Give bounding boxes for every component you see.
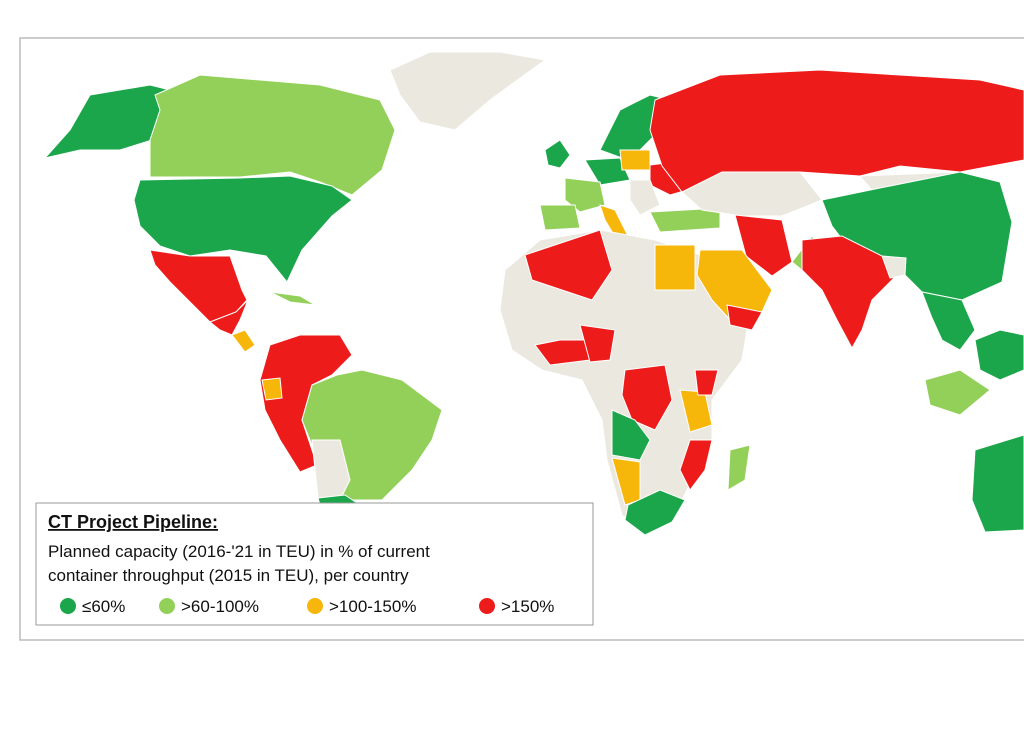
country xyxy=(801,235,903,350)
country xyxy=(579,324,616,363)
legend-swatch xyxy=(159,598,175,614)
country xyxy=(649,207,721,233)
country xyxy=(261,377,283,401)
country xyxy=(734,214,793,277)
country xyxy=(539,204,581,231)
country xyxy=(921,291,976,351)
legend-description: container throughput (2015 in TEU), per … xyxy=(48,566,409,585)
country xyxy=(524,229,613,301)
country xyxy=(621,364,673,431)
country xyxy=(694,369,719,396)
country xyxy=(974,329,1024,381)
country xyxy=(649,69,1024,203)
land xyxy=(43,51,1024,536)
country xyxy=(619,149,651,171)
country xyxy=(311,439,351,501)
country xyxy=(881,255,907,279)
country xyxy=(209,299,249,336)
country xyxy=(231,329,256,353)
country xyxy=(924,369,991,416)
legend-swatch xyxy=(307,598,323,614)
legend-swatch xyxy=(479,598,495,614)
country xyxy=(624,489,686,536)
country xyxy=(679,439,713,491)
country xyxy=(611,409,651,461)
country xyxy=(269,291,316,306)
country xyxy=(564,177,606,213)
country xyxy=(726,304,763,331)
country xyxy=(149,74,396,196)
legend-label: >100-150% xyxy=(329,597,416,616)
legend-label: >150% xyxy=(501,597,554,616)
legend-description: Planned capacity (2016-'21 in TEU) in % … xyxy=(48,542,430,561)
legend: CT Project Pipeline: Planned capacity (2… xyxy=(35,502,594,626)
legend-label: ≤60% xyxy=(82,597,125,616)
country xyxy=(629,179,661,216)
country xyxy=(544,139,571,169)
legend-title: CT Project Pipeline: xyxy=(48,512,218,532)
country xyxy=(389,51,547,131)
country xyxy=(681,171,823,217)
country xyxy=(727,444,751,491)
legend-swatch xyxy=(60,598,76,614)
country xyxy=(654,244,696,291)
country xyxy=(679,389,713,433)
country xyxy=(971,434,1024,533)
legend-label: >60-100% xyxy=(181,597,259,616)
